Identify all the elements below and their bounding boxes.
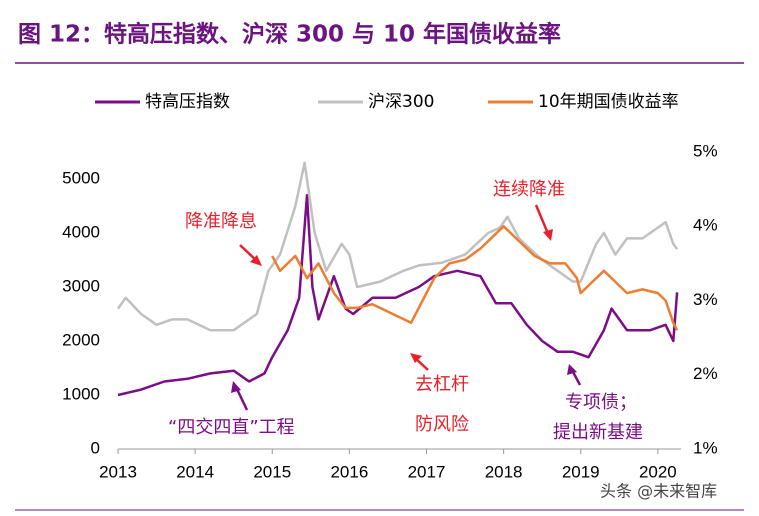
x-tick-label: 2013 <box>99 462 137 481</box>
arrowhead <box>543 229 553 241</box>
arrowhead <box>231 381 241 393</box>
y-tick-label: 1000 <box>62 384 100 403</box>
series-line <box>271 225 679 331</box>
annotation: 防风险 <box>415 414 469 435</box>
arrowhead <box>410 353 422 363</box>
x-tick-label: 2014 <box>176 462 214 481</box>
legend-label: 10年期国债收益率 <box>538 92 679 112</box>
watermark: 头条 @未来智库 <box>600 482 717 501</box>
annotation: 专项债； <box>565 392 637 413</box>
arrowhead <box>567 364 577 375</box>
y2-tick-label: 4% <box>693 216 718 235</box>
series-line <box>116 161 679 332</box>
y2-tick-label: 3% <box>693 290 718 309</box>
arrows <box>231 204 582 411</box>
y-tick-label: 3000 <box>62 276 100 295</box>
arrowhead <box>250 255 262 266</box>
y-tick-label: 0 <box>91 438 100 457</box>
annotations: 降准降息 去杠杆 防风险 连续降准 “四交四直”工程 专项债； 提出新基建 <box>168 179 643 443</box>
x-tick-label: 2018 <box>485 462 523 481</box>
annotation: 连续降准 <box>493 179 565 200</box>
y2-tick-label: 1% <box>693 438 718 457</box>
x-tick-label: 2019 <box>562 462 600 481</box>
legend-label: 特高压指数 <box>145 92 230 112</box>
x-tick-label: 2020 <box>639 462 677 481</box>
y-tick-label: 5000 <box>62 168 100 187</box>
legend-label: 沪深300 <box>368 92 434 112</box>
y2-tick-label: 2% <box>693 364 718 383</box>
y-tick-label: 2000 <box>62 330 100 349</box>
x-tick-label: 2017 <box>408 462 446 481</box>
series-line <box>117 193 679 397</box>
y-tick-label: 4000 <box>62 222 100 241</box>
x-tick-label: 2016 <box>330 462 368 481</box>
annotation: 降准降息 <box>185 211 257 232</box>
y2-tick-label: 5% <box>693 141 718 160</box>
annotation: “四交四直”工程 <box>168 417 295 438</box>
annotation: 提出新基建 <box>553 422 643 443</box>
annotation: 去杠杆 <box>415 374 469 395</box>
x-tick-label: 2015 <box>253 462 291 481</box>
chart-title: 图 12：特高压指数、沪深 300 与 10 年国债收益率 <box>18 21 561 48</box>
arrow <box>534 204 551 237</box>
